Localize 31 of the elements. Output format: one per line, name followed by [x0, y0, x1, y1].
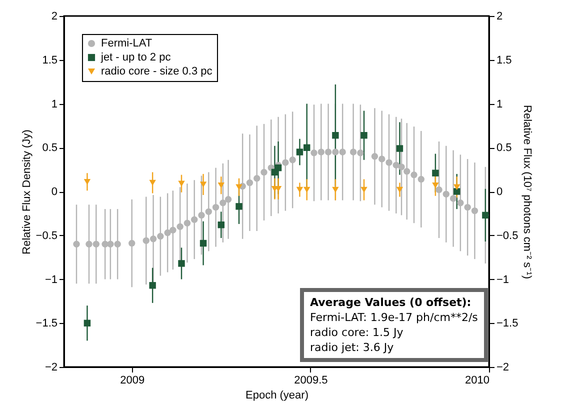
y2-tick-label: 1: [496, 98, 503, 110]
y-tick-label: −1.5: [36, 318, 58, 330]
legend-label: Fermi-LAT: [101, 38, 152, 50]
legend-label: radio core - size 0.3 pc: [101, 66, 213, 78]
x-axis-title: Epoch (year): [246, 390, 308, 402]
y2-tick-label: 0.5: [496, 142, 512, 154]
y-tick-label: 1: [51, 98, 58, 110]
x-tick-label: 2009: [120, 374, 145, 386]
annotation: radio jet: 3.6 Jy: [310, 340, 395, 355]
y2-tick-label: −1.5: [496, 318, 518, 330]
y2-axis-title: Relative Flux (10⁷ photons cm⁻² s⁻¹): [521, 105, 534, 279]
y-tick-label: 1.5: [42, 54, 58, 66]
annotation: radio core: 1.5 Jy: [310, 325, 404, 340]
y2-tick-label: 2: [496, 10, 503, 22]
y2-tick-label: 1.5: [496, 54, 512, 66]
x-tick-label: 2010: [465, 374, 490, 386]
y2-tick-label: −2: [496, 362, 510, 374]
y-tick-label: −1: [44, 274, 58, 286]
annotation: Fermi-LAT: 1.9e-17 ph/cm**2/s: [310, 310, 478, 325]
y2-tick-label: −1: [496, 274, 510, 286]
y2-tick-label: 0: [496, 186, 503, 198]
y-axis-title: Relative Flux Density (Jy): [20, 130, 33, 254]
y-tick-label: 0: [51, 186, 58, 198]
y-tick-label: −0.5: [36, 230, 58, 242]
y-tick-label: −2: [44, 362, 58, 374]
annotation: Average Values (0 offset):: [310, 295, 472, 310]
y-tick-label: 0.5: [42, 142, 58, 154]
y-tick-label: 2: [51, 10, 58, 22]
legend-label: jet - up to 2 pc: [100, 52, 172, 64]
y2-tick-label: −0.5: [496, 230, 518, 242]
x-tick-label: 2009.5: [294, 374, 328, 386]
